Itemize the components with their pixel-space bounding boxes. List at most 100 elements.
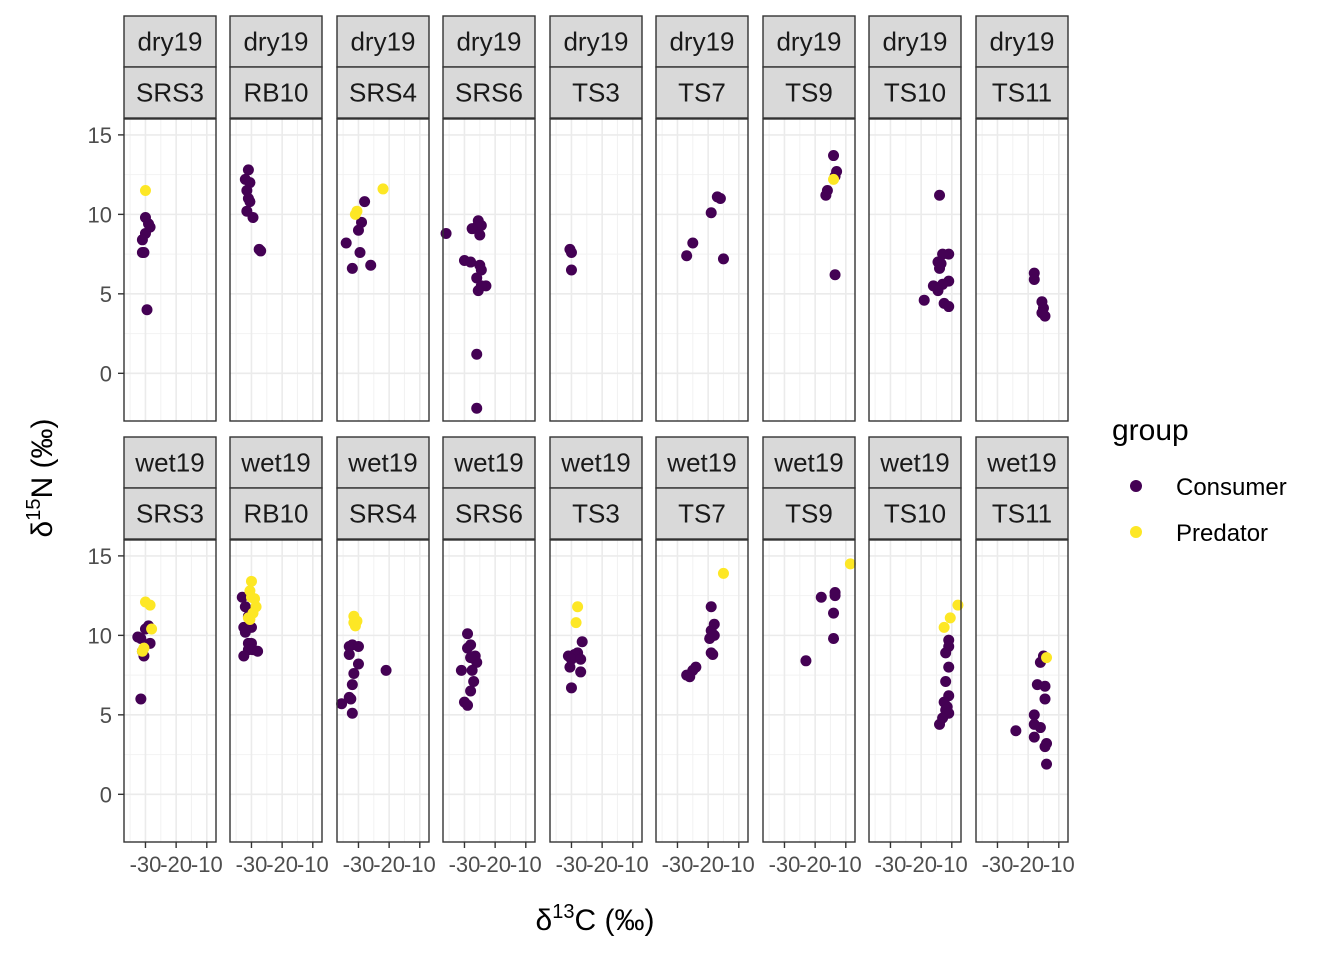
facet-panel-dry19-TS7: dry19 TS7: [655, 15, 749, 422]
strip-season: [975, 15, 1069, 68]
strip-site: [442, 487, 536, 540]
consumer-point: [828, 633, 840, 645]
consumer-point: [465, 685, 477, 697]
predator-point: [1041, 652, 1053, 664]
consumer-point: [681, 669, 693, 681]
consumer-point: [462, 628, 474, 640]
y-tick-label: 0: [100, 361, 112, 386]
consumer-point: [471, 402, 483, 414]
predator-point: [146, 623, 158, 635]
consumer-point: [705, 601, 717, 613]
consumer-point: [565, 682, 577, 694]
strip-season-label: dry19: [563, 27, 628, 57]
strip-season: [123, 436, 217, 489]
strip-site: [123, 487, 217, 540]
consumer-point: [687, 237, 699, 249]
x-tick-label: -20: [799, 852, 831, 877]
strip-site-label: TS3: [572, 78, 620, 108]
consumer-point: [472, 285, 484, 297]
strip-site: [655, 66, 749, 119]
strip-site: [655, 487, 749, 540]
strip-site: [975, 487, 1069, 540]
consumer-point: [1039, 741, 1051, 753]
consumer-point: [1028, 709, 1040, 721]
panel-background: [124, 540, 216, 842]
strip-site: [762, 487, 856, 540]
consumer-point: [465, 256, 477, 268]
strip-season: [762, 15, 856, 68]
consumer-point: [943, 301, 955, 313]
consumer-point: [471, 272, 483, 284]
predator-point: [139, 185, 151, 197]
x-tick-label: -10: [723, 852, 755, 877]
facet-panel-dry19-TS10: dry19 TS10: [868, 15, 962, 422]
consumer-point: [714, 192, 726, 204]
strip-season: [229, 436, 323, 489]
consumer-point: [820, 189, 832, 201]
panel-border: [442, 118, 536, 422]
panel-background: [230, 119, 322, 421]
strip-season: [442, 436, 536, 489]
panel-border: [123, 118, 217, 422]
strip-site-label: TS9: [785, 499, 833, 529]
strip-site-label: TS11: [992, 499, 1052, 529]
predator-point: [828, 173, 840, 185]
predator-point: [136, 645, 148, 657]
strip-season-label: wet19: [453, 448, 523, 478]
legend-title: group: [1112, 414, 1189, 447]
predator-point: [572, 601, 584, 613]
consumer-point: [252, 645, 264, 657]
consumer-point: [346, 679, 358, 691]
consumer-point: [239, 601, 251, 613]
predator-point: [244, 613, 256, 625]
strip-season-label: wet19: [879, 448, 949, 478]
x-tick-label: -20: [586, 852, 618, 877]
strip-site-label: TS3: [572, 499, 620, 529]
strip-season-label: wet19: [560, 448, 630, 478]
facet-panel-dry19-TS11: dry19 TS11: [975, 15, 1069, 422]
consumer-point: [365, 259, 377, 271]
consumer-point: [135, 633, 147, 645]
consumer-point: [340, 237, 352, 249]
consumer-point: [346, 707, 358, 719]
predator-point: [349, 620, 361, 632]
panel-background: [443, 540, 535, 842]
strip-site: [336, 487, 430, 540]
panel-border: [868, 118, 962, 422]
strip-site-label: TS10: [884, 78, 946, 108]
legend-label-predator: Predator: [1176, 520, 1268, 547]
panel-background: [656, 119, 748, 421]
y-tick-label: 10: [88, 202, 112, 227]
x-tick-label: -30: [875, 852, 907, 877]
strip-season-label: dry19: [989, 27, 1054, 57]
consumer-point: [828, 150, 840, 162]
consumer-point: [345, 693, 357, 705]
consumer-point: [704, 633, 716, 645]
strip-season-label: wet19: [347, 448, 417, 478]
predator-point: [377, 183, 389, 195]
facet-panel-dry19-TS9: dry19 TS9: [762, 15, 856, 422]
consumer-point: [136, 234, 148, 246]
panel-background: [869, 540, 961, 842]
panel-border: [442, 539, 536, 843]
panel-background: [976, 540, 1068, 842]
panel-background: [550, 540, 642, 842]
x-tick-label: -20: [479, 852, 511, 877]
strip-site: [549, 487, 643, 540]
facet-panel-wet19-SRS6: wet19 SRS6 -30-20-10: [442, 436, 542, 877]
strip-season-label: wet19: [986, 448, 1056, 478]
consumer-point: [1041, 758, 1053, 770]
strip-site-label: TS10: [884, 499, 946, 529]
strip-site-label: RB10: [243, 499, 308, 529]
predator-point: [938, 621, 950, 633]
x-tick-label: -30: [982, 852, 1014, 877]
consumer-point: [247, 212, 259, 224]
strip-site-label: SRS4: [349, 78, 417, 108]
facet-panel-dry19-RB10: dry19 RB10: [229, 15, 323, 422]
y-tick-label: 15: [88, 544, 112, 569]
consumer-point: [352, 640, 364, 652]
strip-season: [655, 436, 749, 489]
consumer-point: [255, 245, 267, 257]
panel-border: [549, 118, 643, 422]
panel-background: [869, 119, 961, 421]
